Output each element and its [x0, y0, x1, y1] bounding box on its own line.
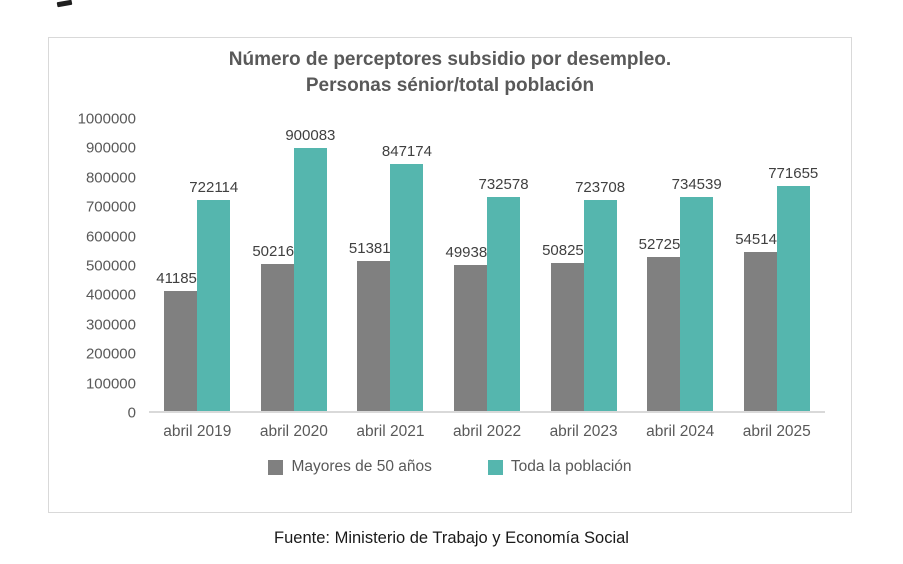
bar-mayores-de-50-anos: 527252: [639, 236, 689, 411]
x-axis-tick-label: abril 2023: [549, 423, 618, 440]
x-axis-tick-label: abril 2021: [356, 423, 425, 440]
bar-group-abril-2020: 502162 900083: [246, 119, 343, 411]
plot-area: 411852 722114 502162 900083 513818 847174 4993…: [149, 119, 825, 413]
y-axis-tick-label: 200000: [85, 345, 136, 363]
x-axis-tick-label: abril 2024: [646, 423, 715, 440]
x-axis-tick-label: abril 2025: [742, 423, 811, 440]
bar-value-label: 722114: [189, 179, 239, 197]
y-axis-tick-label: 100000: [85, 375, 136, 393]
bar-mayores-de-50-anos: 545143: [735, 231, 785, 411]
chart-title: Número de perceptores subsidio por desem…: [49, 38, 851, 99]
bar-value-label: 411852: [156, 269, 206, 287]
legend-item-toda-la-poblacion: Toda la población: [487, 458, 632, 476]
chart-title-line1: Número de perceptores subsidio por desem…: [228, 49, 672, 70]
bar-value-label: 847174: [381, 142, 432, 160]
bar-value-label: 499383: [445, 244, 496, 262]
bar-value-label: 732578: [478, 176, 529, 194]
y-axis-tick-label: 700000: [85, 198, 136, 216]
source-caption: Fuente: Ministerio de Trabajo y Economía…: [274, 529, 629, 547]
bar-toda-la-poblacion: 723708: [575, 179, 625, 411]
bar-mayores-de-50-anos: 513818: [349, 240, 399, 411]
y-axis-tick-label: 0: [127, 404, 136, 422]
chart-title-line2: Personas sénior/total población: [305, 75, 595, 96]
legend-item-mayores-de-50-anos: Mayores de 50 años: [268, 458, 432, 476]
bar-toda-la-poblacion: 732578: [478, 176, 529, 411]
y-axis-tick-label: 300000: [85, 316, 136, 334]
bar-value-label: 900083: [285, 127, 336, 145]
bar-group-abril-2023: 508256 723708: [535, 119, 632, 411]
x-axis-tick-label: abril 2022: [452, 423, 522, 440]
bar-group-abril-2021: 513818 847174: [342, 119, 439, 411]
bar-group-abril-2025: 545143 771655: [728, 119, 825, 411]
bar-value-label: 502162: [252, 243, 303, 261]
bar-value-label: 513818: [348, 239, 399, 257]
bar-toda-la-poblacion: 771655: [768, 165, 818, 411]
bar-value-label: 771655: [768, 164, 819, 182]
bar-group-abril-2019: 411852 722114: [149, 119, 246, 411]
bar-group-abril-2024: 527252 734539: [632, 119, 729, 411]
bar-value-label: 734539: [671, 175, 722, 193]
plot-area-wrapper: 1000000 900000 800000 700000 600000 500000 400…: [49, 111, 851, 422]
legend-swatch-icon: [268, 459, 284, 475]
legend-label: Mayores de 50 años: [291, 458, 432, 475]
y-axis-tick-label: 600000: [85, 228, 136, 246]
bar-value-label: 508256: [542, 241, 593, 259]
x-axis: abril 2019 abril 2020 abril 2021 abril 2022…: [149, 423, 825, 441]
bar-mayores-de-50-anos: 508256: [542, 242, 592, 411]
y-axis-tick-label: 900000: [85, 139, 136, 157]
bar-value-label: 723708: [575, 178, 626, 196]
y-axis-tick-label: 1000000: [77, 110, 136, 128]
bar-mayores-de-50-anos: 499383: [445, 244, 496, 411]
y-axis-tick-label: 800000: [85, 169, 136, 187]
bar-mayores-de-50-anos: 502162: [252, 243, 302, 411]
legend: Mayores de 50 años Toda la población: [49, 458, 851, 476]
bar-value-label: 527252: [638, 236, 689, 254]
bar-group-abril-2022: 499383 732578: [439, 119, 536, 411]
x-axis-tick-label: abril 2020: [259, 423, 328, 440]
y-axis: 1000000 900000 800000 700000 600000 500000 400…: [49, 111, 147, 422]
legend-swatch-icon: [487, 459, 503, 475]
bar-toda-la-poblacion: 734539: [672, 176, 722, 411]
legend-label: Toda la población: [510, 458, 632, 475]
bar-mayores-de-50-anos: 411852: [156, 270, 205, 411]
y-axis-tick-label: 500000: [85, 257, 136, 275]
chart-container: Número de perceptores subsidio por desem…: [48, 37, 852, 513]
bar-toda-la-poblacion: 722114: [189, 179, 238, 411]
bar-value-label: 545143: [735, 230, 786, 248]
y-axis-tick-label: 400000: [85, 286, 136, 304]
bar-toda-la-poblacion: 900083: [285, 127, 335, 411]
bar-toda-la-poblacion: 847174: [382, 143, 432, 411]
stray-mark: [56, 0, 73, 8]
x-axis-tick-label: abril 2019: [163, 423, 232, 440]
